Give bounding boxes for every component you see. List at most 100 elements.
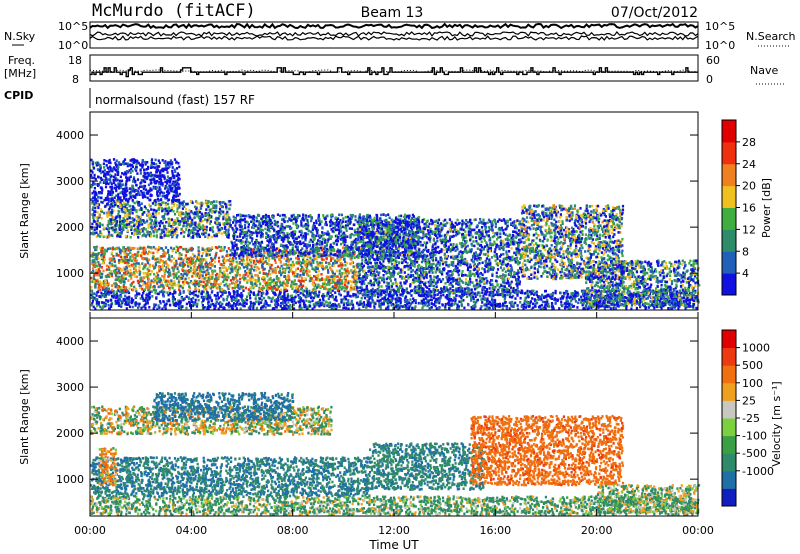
scatter-cell xyxy=(159,285,161,288)
scatter-cell xyxy=(136,276,138,279)
scatter-cell xyxy=(530,300,532,303)
scatter-cell xyxy=(400,301,402,304)
scatter-cell xyxy=(326,283,328,286)
scatter-cell xyxy=(138,266,140,269)
scatter-cell xyxy=(238,257,240,260)
scatter-cell xyxy=(493,306,495,309)
scatter-cell xyxy=(122,246,124,249)
scatter-cell xyxy=(162,295,164,298)
scatter-cell xyxy=(118,259,120,262)
scatter-cell xyxy=(98,301,100,304)
scatter-cell xyxy=(576,306,578,309)
scatter-cell xyxy=(185,208,187,211)
scatter-cell xyxy=(480,305,482,308)
scatter-cell xyxy=(513,305,515,308)
scatter-cell xyxy=(109,247,111,250)
scatter-cell xyxy=(96,305,98,308)
scatter-cell xyxy=(320,304,322,307)
scatter-cell xyxy=(113,259,115,262)
scatter-cell xyxy=(327,269,329,272)
scatter-cell xyxy=(233,299,235,302)
scatter-cell xyxy=(399,307,401,310)
scatter-cell xyxy=(286,267,288,270)
scatter-cell xyxy=(415,302,417,305)
scatter-cell xyxy=(111,209,113,212)
scatter-cell xyxy=(103,236,105,239)
scatter-cell xyxy=(309,301,311,304)
scatter-cell xyxy=(189,215,191,218)
cpid-label: CPID xyxy=(4,89,33,102)
scatter-cell xyxy=(111,263,113,266)
scatter-cell xyxy=(301,262,303,265)
scatter-cell xyxy=(106,276,108,279)
scatter-cell xyxy=(94,202,96,205)
scatter-cell xyxy=(196,273,198,276)
scatter-cell xyxy=(230,295,232,298)
scatter-cell xyxy=(148,251,150,254)
scatter-cell xyxy=(299,304,301,307)
scatter-cell xyxy=(137,219,139,222)
scatter-cell xyxy=(95,283,97,286)
scatter-cell xyxy=(198,259,200,262)
scatter-cell xyxy=(120,222,122,225)
scatter-cell xyxy=(387,293,389,296)
scatter-cell xyxy=(102,270,104,273)
scatter-cell xyxy=(305,264,307,267)
scatter-cell xyxy=(183,291,185,294)
scatter-cell xyxy=(232,287,234,290)
scatter-cell xyxy=(211,229,213,232)
scatter-cell xyxy=(396,297,398,300)
scatter-cell xyxy=(135,295,137,298)
scatter-cell xyxy=(136,233,138,236)
scatter-cell xyxy=(534,292,536,295)
scatter-cell xyxy=(167,203,169,206)
scatter-cell xyxy=(162,218,164,221)
scatter-cell xyxy=(192,253,194,256)
scatter-cell xyxy=(98,268,100,271)
scatter-cell xyxy=(132,265,134,268)
scatter-cell xyxy=(200,218,202,221)
scatter-cell xyxy=(305,300,307,303)
scatter-cell xyxy=(363,301,365,304)
scatter-cell xyxy=(582,291,584,294)
scatter-cell xyxy=(229,200,231,203)
scatter-cell xyxy=(171,170,173,173)
scatter-cell xyxy=(283,307,285,310)
scatter-cell xyxy=(363,294,365,297)
scatter-cell xyxy=(136,255,138,258)
scatter-cell xyxy=(343,272,345,275)
scatter-cell xyxy=(183,222,185,225)
scatter-cell xyxy=(194,222,196,225)
scatter-cell xyxy=(264,268,266,271)
scatter-cell xyxy=(189,264,191,267)
scatter-cell xyxy=(434,300,436,303)
scatter-cell xyxy=(123,281,125,284)
scatter-cell xyxy=(284,272,286,275)
scatter-cell xyxy=(302,267,304,270)
scatter-cell xyxy=(313,275,315,278)
scatter-cell xyxy=(185,228,187,231)
scatter-cell xyxy=(315,278,317,281)
scatter-cell xyxy=(314,294,316,297)
scatter-cell xyxy=(208,277,210,280)
scatter-cell xyxy=(114,272,116,275)
scatter-cell xyxy=(207,205,209,208)
scatter-cell xyxy=(172,210,174,213)
scatter-cell xyxy=(263,272,265,275)
scatter-cell xyxy=(203,298,205,301)
scatter-cell xyxy=(329,295,331,298)
scatter-cell xyxy=(396,294,398,297)
scatter-cell xyxy=(148,259,150,262)
scatter-cell xyxy=(96,291,98,294)
scatter-cell xyxy=(311,267,313,270)
scatter-cell xyxy=(152,252,154,255)
scatter-cell xyxy=(121,220,123,223)
scatter-cell xyxy=(289,304,291,307)
scatter-cell xyxy=(167,228,169,231)
scatter-cell xyxy=(463,307,465,310)
scatter-cell xyxy=(126,220,128,223)
scatter-cell xyxy=(154,266,156,269)
scatter-cell xyxy=(206,271,208,274)
scatter-cell xyxy=(147,209,149,212)
scatter-cell xyxy=(313,288,315,291)
